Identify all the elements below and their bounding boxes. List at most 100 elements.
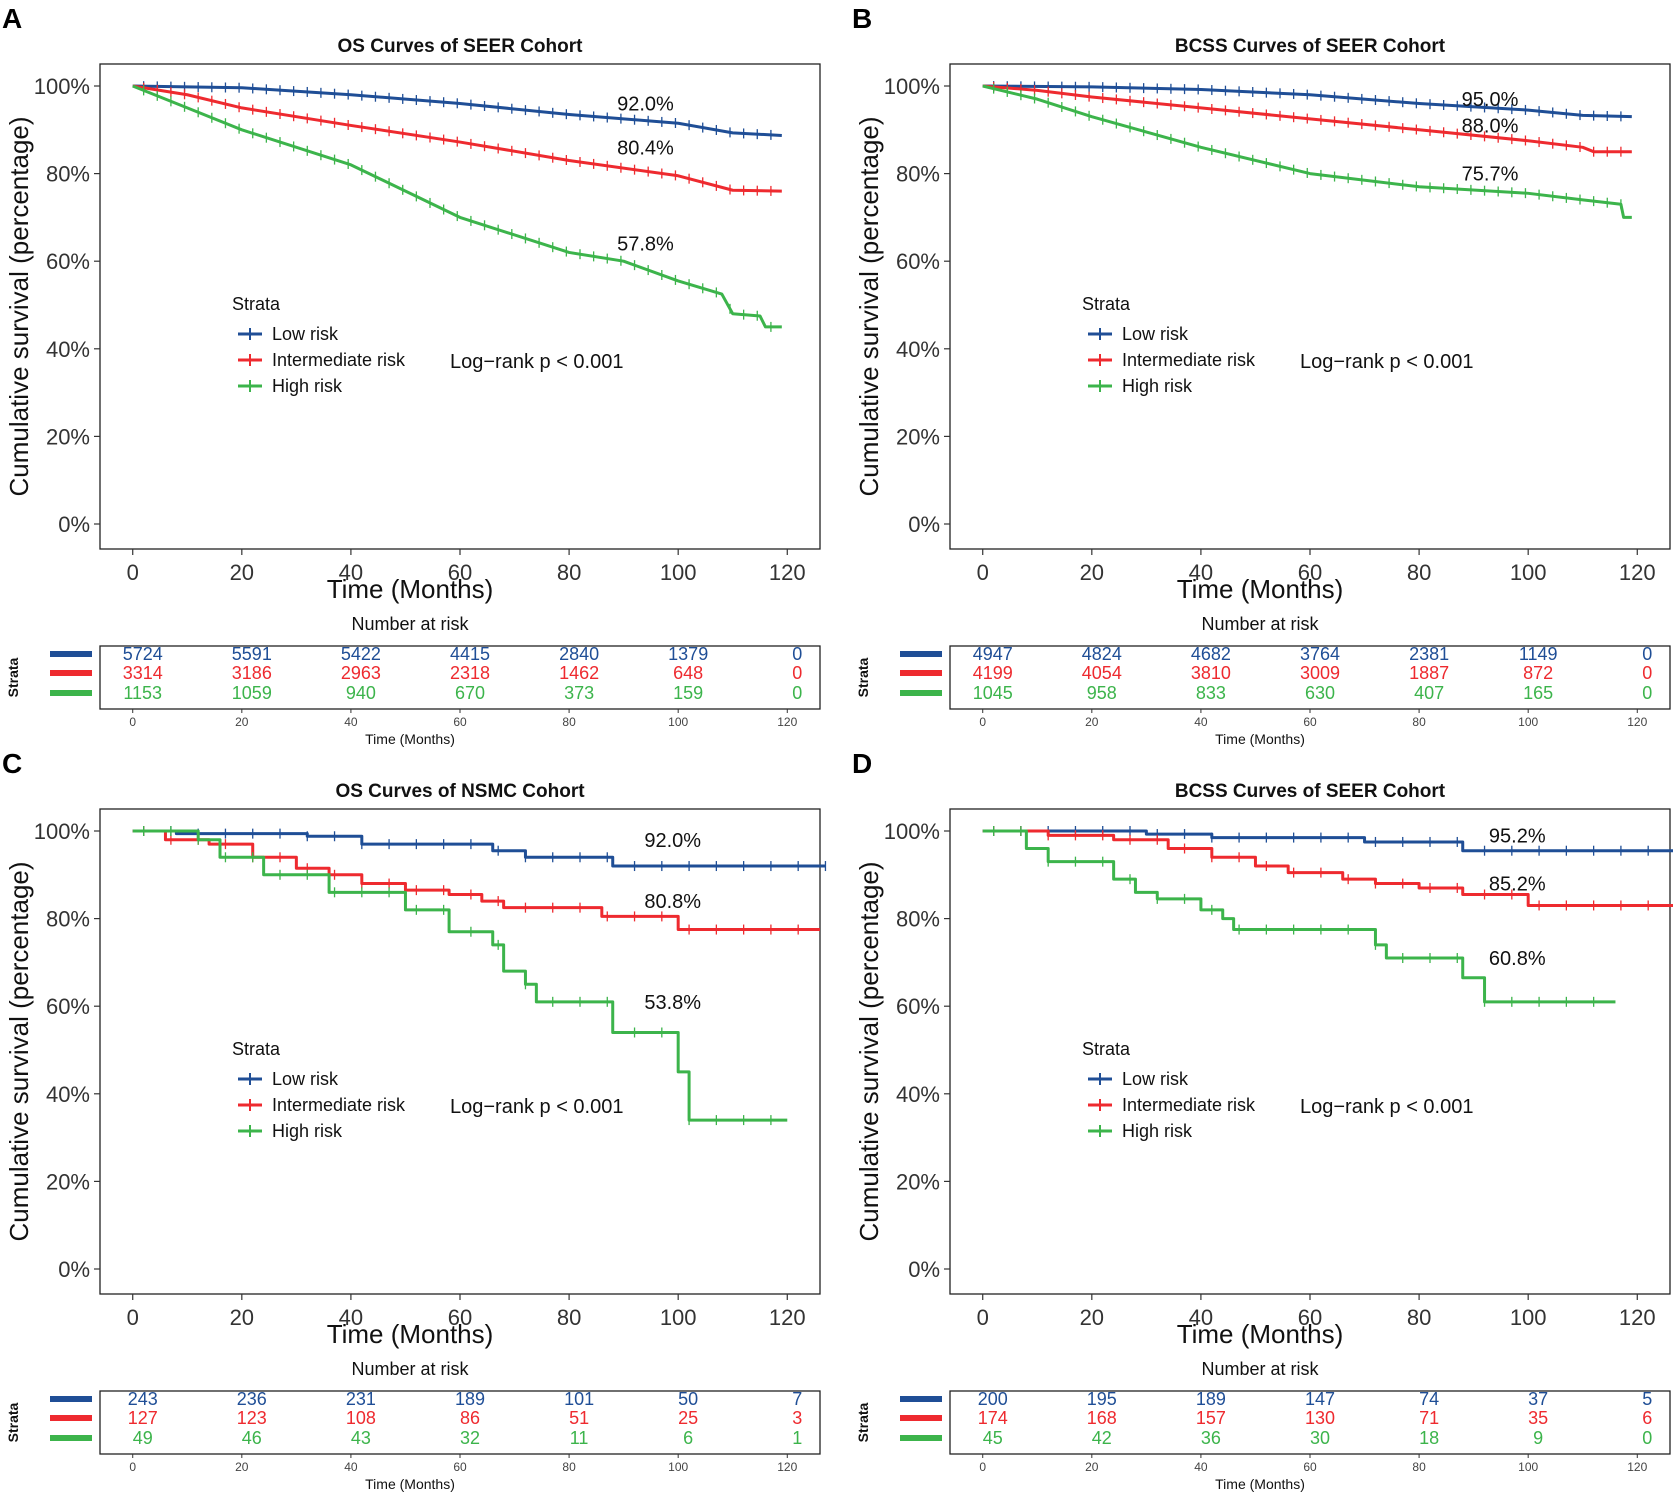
risk-count: 165 xyxy=(1523,683,1553,703)
risk-count: 2318 xyxy=(450,663,490,683)
curve-intermediate-risk xyxy=(982,829,1673,907)
risk-count: 958 xyxy=(1087,683,1117,703)
logrank-label: Log−rank p < 0.001 xyxy=(1300,1096,1473,1118)
risk-count: 200 xyxy=(978,1389,1008,1409)
x-tick-label: 120 xyxy=(769,1305,806,1330)
plot-title: OS Curves of NSMC Cohort xyxy=(335,781,585,802)
x-tick-label: 40 xyxy=(1189,1305,1213,1330)
risk-count: 25 xyxy=(678,1408,698,1428)
plot-border xyxy=(99,808,821,1295)
x-tick-label: 100 xyxy=(660,1305,697,1330)
legend-title: Strata xyxy=(232,294,281,314)
risk-count: 5 xyxy=(1642,1389,1652,1409)
risk-count: 0 xyxy=(792,644,802,664)
risk-count: 2963 xyxy=(341,663,381,683)
risk-x-tick-label: 60 xyxy=(453,1460,467,1474)
y-tick-label: 80% xyxy=(46,907,90,932)
curve-intermediate-risk xyxy=(132,84,782,193)
risk-count: 0 xyxy=(1642,644,1652,664)
survival-annotation: 80.4% xyxy=(617,137,674,159)
y-axis-label: Cumulative survival (percentage) xyxy=(854,861,884,1241)
legend-label-high-risk: High risk xyxy=(272,1121,343,1141)
x-tick-label: 100 xyxy=(1510,560,1547,585)
risk-count: 407 xyxy=(1414,683,1444,703)
risk-count: 157 xyxy=(1196,1408,1226,1428)
x-tick-label: 20 xyxy=(1080,1305,1104,1330)
legend-label-low-risk: Low risk xyxy=(1122,1069,1189,1089)
risk-strata-label: Strata xyxy=(855,1402,871,1442)
curve-low-risk xyxy=(132,829,826,868)
risk-x-tick-label: 100 xyxy=(1518,1460,1538,1474)
x-tick-label: 80 xyxy=(1407,560,1431,585)
x-tick-label: 20 xyxy=(230,560,254,585)
risk-count: 0 xyxy=(1642,1428,1652,1448)
y-tick-label: 0% xyxy=(908,512,940,537)
y-tick-label: 60% xyxy=(896,249,940,274)
survival-annotation: 92.0% xyxy=(617,94,674,116)
y-tick-label: 20% xyxy=(896,424,940,449)
y-tick-label: 60% xyxy=(46,994,90,1019)
risk-count: 159 xyxy=(673,683,703,703)
risk-count: 18 xyxy=(1419,1428,1439,1448)
risk-x-tick-label: 40 xyxy=(1194,1460,1208,1474)
plot-title: BCSS Curves of SEER Cohort xyxy=(1175,781,1446,802)
y-tick-label: 20% xyxy=(46,1169,90,1194)
y-tick-label: 60% xyxy=(896,994,940,1019)
legend-title: Strata xyxy=(232,1039,281,1059)
risk-x-tick-label: 100 xyxy=(668,1460,688,1474)
y-tick-label: 0% xyxy=(908,1257,940,1282)
x-tick-label: 100 xyxy=(1510,1305,1547,1330)
risk-count: 4054 xyxy=(1082,663,1122,683)
risk-x-axis-label: Time (Months) xyxy=(365,731,455,747)
survival-annotation: 60.8% xyxy=(1489,948,1546,970)
x-tick-label: 80 xyxy=(1407,1305,1431,1330)
survival-annotation: 80.8% xyxy=(644,891,701,913)
x-tick-label: 40 xyxy=(339,1305,363,1330)
risk-count: 37 xyxy=(1528,1389,1548,1409)
y-tick-label: 40% xyxy=(896,1082,940,1107)
risk-x-tick-label: 40 xyxy=(1194,715,1208,729)
risk-count: 3009 xyxy=(1300,663,1340,683)
curve-high-risk xyxy=(132,829,788,1122)
risk-count: 30 xyxy=(1310,1428,1330,1448)
legend-label-intermediate-risk: Intermediate risk xyxy=(1122,1095,1256,1115)
risk-table-title: Number at risk xyxy=(1201,614,1319,634)
risk-table-title: Number at risk xyxy=(351,1359,469,1379)
risk-count: 46 xyxy=(242,1428,262,1448)
risk-count: 86 xyxy=(460,1408,480,1428)
risk-count: 3764 xyxy=(1300,644,1340,664)
risk-x-tick-label: 20 xyxy=(1085,1460,1099,1474)
y-tick-label: 100% xyxy=(34,74,90,99)
x-tick-label: 60 xyxy=(448,560,472,585)
y-tick-label: 40% xyxy=(46,1082,90,1107)
y-tick-label: 80% xyxy=(896,907,940,932)
risk-count: 0 xyxy=(792,663,802,683)
survival-annotation: 95.0% xyxy=(1462,89,1519,111)
risk-x-tick-label: 60 xyxy=(1303,1460,1317,1474)
y-tick-label: 40% xyxy=(46,337,90,362)
risk-count: 4824 xyxy=(1082,644,1122,664)
curve-low-risk xyxy=(132,84,782,137)
x-tick-label: 60 xyxy=(448,1305,472,1330)
risk-x-tick-label: 20 xyxy=(1085,715,1099,729)
x-tick-label: 80 xyxy=(557,1305,581,1330)
risk-x-tick-label: 60 xyxy=(453,715,467,729)
risk-count: 630 xyxy=(1305,683,1335,703)
risk-count: 0 xyxy=(1642,683,1652,703)
risk-count: 1887 xyxy=(1409,663,1449,683)
y-tick-label: 60% xyxy=(46,249,90,274)
panel-letter: B xyxy=(852,3,872,34)
logrank-label: Log−rank p < 0.001 xyxy=(450,351,623,373)
x-tick-label: 0 xyxy=(977,560,989,585)
risk-x-tick-label: 80 xyxy=(562,715,576,729)
x-axis-label: Time (Months) xyxy=(327,1319,494,1349)
risk-count: 195 xyxy=(1087,1389,1117,1409)
x-tick-label: 120 xyxy=(1619,560,1656,585)
risk-count: 51 xyxy=(569,1408,589,1428)
y-axis-label: Cumulative survival (percentage) xyxy=(854,116,884,496)
y-tick-label: 100% xyxy=(884,74,940,99)
risk-x-tick-label: 20 xyxy=(235,1460,249,1474)
x-tick-label: 20 xyxy=(230,1305,254,1330)
risk-count: 2840 xyxy=(559,644,599,664)
risk-count: 1379 xyxy=(668,644,708,664)
